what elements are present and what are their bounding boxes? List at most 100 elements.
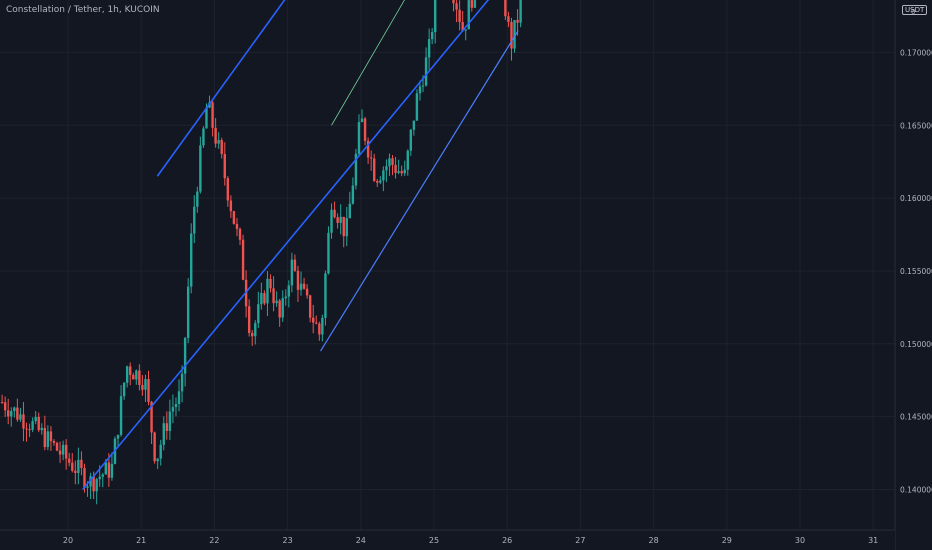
candle-body [223, 153, 226, 179]
candle-body [22, 414, 25, 429]
candle-body [324, 273, 327, 318]
candle-body [7, 410, 10, 417]
candle-body [119, 396, 123, 435]
candle-body [77, 459, 80, 473]
candle-body [92, 476, 95, 492]
candle-body [0, 402, 4, 404]
candle-body [342, 216, 345, 237]
time-tick-label: 23 [283, 536, 293, 545]
candle-body [369, 157, 373, 159]
candle-body [379, 180, 382, 183]
candle-body [418, 86, 422, 94]
candle-body [458, 9, 461, 23]
candle-body [388, 158, 391, 167]
candle-body [205, 107, 208, 129]
candle-body [263, 293, 266, 304]
candle-body [49, 431, 53, 441]
candle-body [290, 259, 294, 286]
time-tick-label: 20 [63, 536, 73, 545]
candle-body [162, 423, 165, 445]
candle-body [376, 180, 379, 183]
candle-body [80, 459, 83, 468]
candle-body [58, 450, 62, 455]
candle-body [348, 203, 352, 219]
candle-body [260, 293, 263, 305]
candle-body [281, 298, 284, 318]
candle-body [177, 391, 181, 405]
lower-channel-line[interactable] [82, 0, 753, 491]
candle-body [28, 429, 31, 431]
candle-body [315, 322, 318, 324]
currency-unit-label[interactable]: USDT [902, 5, 928, 15]
grid [0, 0, 895, 530]
candle-body [403, 169, 406, 174]
candle-body [190, 233, 193, 287]
candle-body [336, 217, 339, 223]
candle-body [382, 170, 385, 181]
candle-body [470, 0, 474, 8]
candle-body [214, 127, 217, 144]
candle-body [129, 366, 132, 375]
currency-unit-value: 0 [911, 8, 916, 16]
candle-body [360, 118, 364, 123]
candle-body [351, 185, 355, 204]
candle-body [299, 283, 303, 290]
candle-body [464, 29, 467, 31]
candle-body [305, 288, 309, 296]
candle-body [40, 427, 43, 431]
candle-body [254, 323, 257, 337]
candle-body [71, 462, 74, 471]
candle-body [385, 166, 388, 171]
candle-body [275, 300, 278, 304]
candle-body [107, 462, 111, 478]
candle-body [461, 22, 464, 31]
candle-body [513, 20, 516, 49]
candle-body [333, 209, 336, 218]
candle-body [186, 286, 190, 338]
price-axis[interactable]: 0.1350000.1400000.1450000.1500000.155000… [894, 0, 932, 550]
candle-body [150, 401, 153, 433]
candle-body [238, 228, 242, 240]
candle-body [74, 470, 77, 473]
time-tick-label: 25 [429, 536, 439, 545]
time-axis[interactable]: 20 21 22 23 24 25 26 27 28 29 30 31 [0, 529, 895, 550]
candle-body [211, 102, 214, 128]
candle-body [287, 285, 291, 297]
candle-body [247, 306, 251, 333]
candle-body [452, 0, 455, 4]
candle-body [183, 337, 187, 374]
candle-body [504, 0, 507, 17]
candle-body [25, 428, 28, 430]
candle-body [400, 171, 403, 174]
candle-body [68, 458, 71, 463]
time-tick-label: 26 [502, 536, 512, 545]
candle-body [226, 178, 230, 201]
candle-body [174, 404, 178, 408]
candle-body [434, 0, 437, 33]
candle-body [135, 370, 138, 380]
inner-support-line[interactable] [320, 30, 519, 352]
candle-body [519, 0, 522, 23]
inner-resistance-line[interactable] [331, 0, 519, 126]
candle-body [424, 57, 428, 86]
price-tick-label: 0.170000 [900, 48, 932, 57]
candle-body [3, 402, 7, 411]
candle-body [116, 434, 120, 439]
candle-body [257, 304, 260, 324]
upper-channel-line[interactable] [156, 0, 609, 177]
candle-body [251, 332, 254, 337]
candle-body [409, 129, 413, 151]
candle-body [34, 416, 37, 422]
time-tick-label: 31 [868, 536, 878, 545]
candle-body [156, 458, 159, 462]
candle-body [55, 442, 59, 451]
candle-body [507, 16, 510, 23]
candle-body [354, 153, 358, 186]
candle-body [153, 432, 156, 462]
chart-title: Constellation / Tether, 1h, KUCOIN [6, 5, 160, 15]
